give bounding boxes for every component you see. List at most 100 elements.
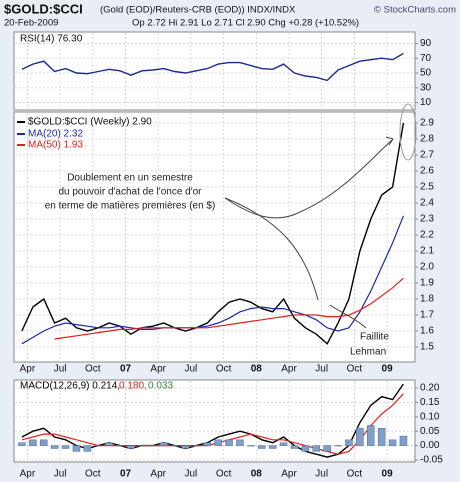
x-tick-label: 07 — [120, 469, 132, 480]
legend-entry: $GOLD:$CCI (Weekly) 2.90 — [28, 117, 152, 128]
x-tick-label: Oct — [216, 364, 232, 375]
x-tick-label: Apr — [281, 469, 297, 480]
y-tick-label: 30 — [420, 82, 432, 93]
histogram-bar — [258, 445, 266, 449]
series-line — [54, 277, 404, 340]
x-tick-label: Oct — [85, 469, 101, 480]
arrow-head — [385, 136, 394, 146]
histogram-bar — [61, 445, 70, 449]
legend-entry: RSI(14) 76.30 — [20, 34, 83, 45]
source: © StockCharts.com — [374, 5, 456, 16]
histogram-bar — [345, 439, 353, 446]
histogram-bar — [203, 442, 211, 446]
histogram-bar — [181, 445, 190, 449]
histogram-bar — [40, 439, 48, 446]
histogram-bar — [72, 445, 81, 452]
x-tick-label: 07 — [120, 364, 132, 375]
x-tick-label: 09 — [382, 469, 394, 480]
legend-entry: MA(20) 2.32 — [28, 129, 83, 140]
histogram-bar — [50, 445, 59, 449]
y-tick-label: 2.1 — [420, 246, 434, 257]
histogram-bar — [18, 442, 26, 446]
series-line — [21, 122, 405, 345]
y-tick-label: 1.5 — [420, 342, 434, 353]
histogram-bar — [279, 442, 288, 446]
macd-panel — [13, 379, 416, 463]
annotation-arrow — [224, 139, 393, 219]
histogram-bar — [247, 445, 255, 447]
y-tick-label: -0.05 — [420, 455, 443, 466]
y-tick-label: 2.9 — [420, 118, 434, 129]
histogram-bar — [236, 439, 244, 446]
x-tick-label: Jul — [54, 469, 67, 480]
histogram-bar — [214, 439, 222, 446]
annotation: en terme de matières premières (en $) — [45, 201, 216, 212]
y-tick-label: 70 — [420, 53, 432, 64]
y-tick-label: 10 — [420, 97, 432, 108]
histogram-bar — [377, 428, 386, 446]
annotation: Lehman — [350, 347, 386, 358]
y-tick-label: 2.0 — [420, 262, 434, 273]
y-tick-label: 0.05 — [420, 426, 440, 437]
x-tick-label: Apr — [281, 364, 297, 375]
annotation: Doublement en un semestre — [67, 173, 193, 184]
histogram-bar — [356, 428, 364, 446]
histogram-bar — [170, 445, 179, 447]
legend-entry: MACD(12,26,9) 0.214, — [20, 381, 120, 392]
x-tick-label: Jul — [185, 469, 198, 480]
histogram-bar — [323, 445, 331, 452]
legend-entry: 0.180, — [119, 381, 147, 392]
histogram-bar — [290, 445, 299, 449]
y-tick-label: 90 — [420, 38, 432, 49]
y-tick-label: 2.8 — [420, 134, 434, 145]
chart-title: $GOLD:$CCI — [4, 1, 83, 16]
x-tick-label: Oct — [347, 469, 363, 480]
y-tick-label: 50 — [420, 68, 432, 79]
y-tick-label: 1.7 — [420, 310, 434, 321]
series-line — [21, 215, 404, 345]
histogram-bar — [127, 445, 135, 449]
y-tick-label: 2.7 — [420, 150, 434, 161]
annotation-arrow — [224, 197, 319, 301]
quote: Op 2.72 Hi 2.91 Lo 2.71 Cl 2.90 Chg +0.2… — [132, 18, 359, 29]
histogram-bar — [388, 439, 397, 446]
y-tick-label: 1.6 — [420, 326, 434, 337]
x-tick-label: 09 — [382, 364, 394, 375]
x-tick-label: Jul — [185, 364, 198, 375]
price-panel — [13, 111, 416, 363]
histogram-bar — [334, 445, 342, 447]
histogram-bar — [268, 445, 277, 449]
histogram-bar — [301, 445, 310, 452]
histogram-bar — [94, 445, 102, 447]
x-tick-label: Oct — [216, 469, 232, 480]
histogram-bar — [312, 445, 320, 452]
y-tick-label: 2.6 — [420, 166, 434, 177]
annotation: Faillite — [360, 332, 389, 343]
histogram-bar — [29, 439, 37, 446]
y-tick-label: 1.8 — [420, 294, 434, 305]
date: 20-Feb-2009 — [4, 18, 58, 29]
histogram-bar — [192, 445, 201, 447]
annotation: du pouvoir d'achat de l'once d'or — [58, 187, 202, 198]
series-line — [21, 393, 404, 455]
histogram-bar — [399, 435, 408, 446]
rsi-panel — [13, 31, 416, 111]
series-line — [21, 52, 404, 82]
y-tick-label: 2.2 — [420, 230, 434, 241]
x-tick-label: Jul — [315, 469, 328, 480]
y-tick-label: 2.4 — [420, 198, 434, 209]
x-tick-label: Jul — [54, 364, 67, 375]
y-tick-label: 2.3 — [420, 214, 434, 225]
histogram-bar — [159, 442, 168, 446]
y-tick-label: 0.00 — [420, 440, 440, 451]
x-tick-label: Apr — [20, 364, 36, 375]
histogram-bar — [138, 445, 146, 447]
histogram-bar — [367, 425, 375, 446]
histogram-bar — [149, 445, 157, 447]
y-tick-label: 2.5 — [420, 182, 434, 193]
histogram-bar — [83, 445, 92, 452]
x-tick-label: Jul — [315, 364, 328, 375]
highlight-ellipse — [399, 103, 417, 161]
chart-subtitle: (Gold (EOD)/Reuters-CRB (EOD)) INDX/INDX — [100, 5, 296, 16]
